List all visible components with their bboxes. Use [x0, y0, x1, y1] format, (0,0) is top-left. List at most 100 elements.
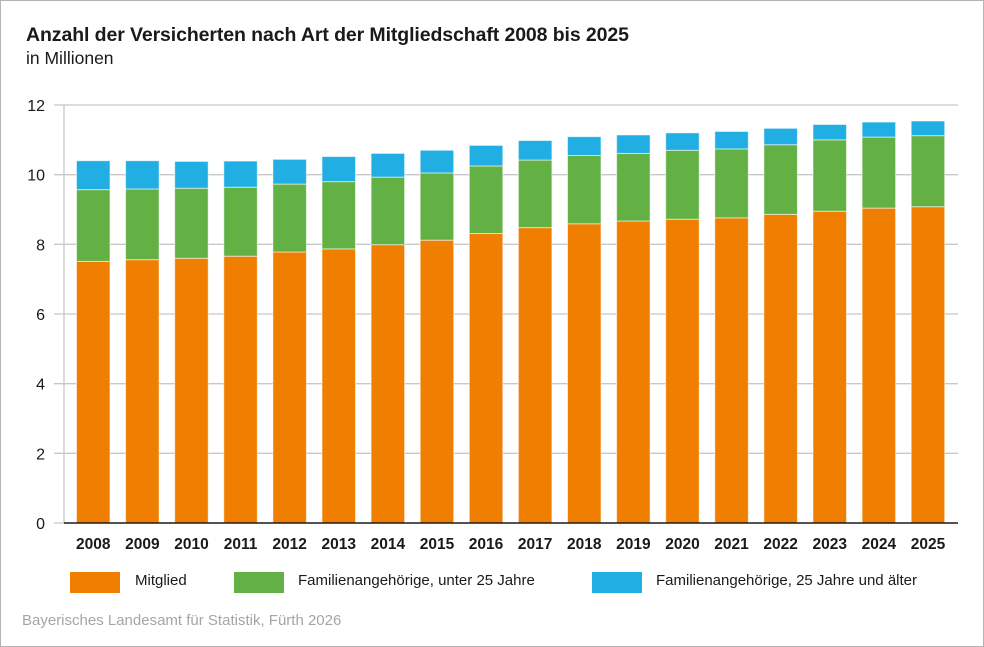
bar-segment-familie-25-plus-2021	[714, 130, 749, 150]
bar-group-2020	[665, 132, 700, 524]
y-tick-label: 6	[36, 307, 45, 324]
x-tick-label-2012: 2012	[272, 536, 306, 553]
legend-label-mitglied: Mitglied	[135, 572, 187, 589]
bar-segment-mitglied-2013	[321, 248, 356, 524]
bar-group-2010	[174, 160, 209, 524]
x-tick-label-2018: 2018	[567, 536, 602, 553]
bar-segment-familie-25-plus-2011	[223, 160, 258, 188]
x-tick-label-2011: 2011	[224, 536, 258, 553]
bar-group-2023	[812, 124, 847, 524]
bar-group-2021	[714, 130, 749, 524]
x-tick-label-2008: 2008	[76, 536, 111, 553]
bar-segment-familie-25-plus-2013	[321, 156, 356, 183]
legend-item-familie-25-plus	[592, 570, 642, 594]
bar-segment-familie-25-plus-2016	[468, 144, 504, 167]
x-tick-label-2009: 2009	[125, 536, 160, 553]
bar-segment-familie-unter-25-2010	[174, 187, 209, 259]
bar-segment-mitglied-2023	[812, 210, 847, 524]
bar-segment-mitglied-2017	[517, 227, 553, 524]
bar-segment-mitglied-2025	[910, 206, 946, 524]
bar-segment-familie-25-plus-2015	[419, 149, 455, 174]
y-tick-label: 0	[36, 516, 45, 533]
bar-segment-familie-unter-25-2020	[665, 149, 700, 220]
x-tick-label-2022: 2022	[763, 536, 797, 553]
x-tick-label-2015: 2015	[420, 536, 455, 553]
bar-group-2011	[223, 160, 258, 524]
bar-segment-mitglied-2014	[370, 244, 406, 524]
legend-label-familie-25-plus: Familienangehörige, 25 Jahre und älter	[656, 572, 917, 589]
x-axis-tick-labels: 2008 2009 2010 2011 2012 2013 2014 2015 2016 2017…	[76, 536, 946, 553]
bar-group-2018	[567, 136, 602, 524]
bar-segment-mitglied-2011	[223, 255, 258, 524]
bar-segment-familie-25-plus-2019	[616, 134, 651, 154]
legend-item-familie-unter-25	[234, 570, 284, 594]
bar-segment-mitglied-2021	[714, 217, 749, 524]
bar-segment-familie-25-plus-2020	[665, 132, 700, 151]
bar-segment-familie-unter-25-2021	[714, 148, 749, 219]
x-tick-label-2021: 2021	[714, 536, 749, 553]
y-tick-label: 2	[36, 446, 45, 463]
bar-segment-familie-25-plus-2009	[125, 160, 160, 190]
bar-group-2008	[76, 160, 111, 524]
bar-group-2012	[272, 158, 307, 524]
bar-segment-familie-25-plus-2023	[812, 124, 847, 141]
bar-group-2016	[468, 144, 504, 524]
bar-segment-familie-25-plus-2018	[567, 136, 602, 157]
bar-segment-familie-unter-25-2017	[517, 159, 553, 229]
bar-group-2017	[517, 140, 553, 524]
bar-segment-mitglied-2012	[272, 251, 307, 524]
x-tick-label-2023: 2023	[813, 536, 848, 553]
bar-segment-familie-unter-25-2008	[76, 189, 111, 262]
bar-group-2015	[419, 149, 455, 524]
x-tick-label-2020: 2020	[665, 536, 699, 553]
bar-segment-familie-unter-25-2016	[468, 165, 504, 235]
y-tick-label: 10	[27, 168, 45, 185]
legend-swatch-familie-25-plus	[592, 571, 642, 593]
bar-segment-mitglied-2008	[76, 260, 111, 524]
bar-segment-mitglied-2015	[419, 239, 455, 524]
bar-segment-familie-unter-25-2013	[321, 181, 356, 250]
x-tick-label-2016: 2016	[469, 536, 504, 553]
x-tick-label-2013: 2013	[322, 536, 357, 553]
bar-segment-mitglied-2019	[616, 220, 651, 524]
bar-segment-familie-25-plus-2014	[370, 152, 406, 178]
bars	[76, 120, 946, 524]
legend: Mitglied Familienangehörige, unter 25 Ja…	[0, 570, 984, 594]
bar-segment-familie-unter-25-2015	[419, 172, 455, 241]
bar-group-2022	[763, 127, 798, 524]
bar-segment-familie-25-plus-2022	[763, 127, 798, 146]
bar-segment-familie-unter-25-2012	[272, 183, 307, 253]
y-tick-label: 12	[27, 98, 45, 115]
legend-swatch-familie-unter-25	[234, 571, 284, 593]
bar-segment-familie-unter-25-2024	[861, 136, 897, 209]
y-axis-tick-labels: 0 2 4 6 8 10 12	[27, 98, 45, 533]
bar-segment-familie-unter-25-2022	[763, 144, 798, 215]
legend-swatch-mitglied	[70, 571, 120, 593]
chart-title: Anzahl der Versicherten nach Art der Mit…	[26, 24, 629, 46]
bar-segment-mitglied-2016	[468, 233, 504, 524]
bar-segment-familie-25-plus-2024	[861, 121, 897, 138]
x-tick-label-2014: 2014	[371, 536, 406, 553]
chart-subtitle: in Millionen	[26, 48, 114, 68]
bar-segment-familie-unter-25-2023	[812, 139, 847, 212]
bar-segment-mitglied-2010	[174, 257, 209, 524]
x-tick-label-2017: 2017	[518, 536, 552, 553]
x-tick-label-2019: 2019	[616, 536, 651, 553]
bar-segment-familie-25-plus-2008	[76, 160, 111, 191]
bar-group-2025	[910, 120, 946, 524]
bar-segment-mitglied-2018	[567, 223, 602, 524]
bar-segment-mitglied-2024	[861, 207, 897, 524]
x-tick-label-2025: 2025	[911, 536, 946, 553]
bar-group-2009	[125, 160, 160, 524]
x-tick-label-2010: 2010	[174, 536, 208, 553]
bar-segment-familie-unter-25-2018	[567, 155, 602, 225]
bar-segment-familie-25-plus-2010	[174, 160, 209, 189]
bar-segment-familie-unter-25-2011	[223, 186, 258, 257]
bar-segment-familie-unter-25-2019	[616, 152, 651, 222]
legend-item-mitglied	[70, 570, 120, 594]
bar-segment-familie-25-plus-2017	[517, 140, 553, 161]
bar-segment-familie-25-plus-2012	[272, 158, 307, 185]
y-tick-label: 8	[36, 237, 45, 254]
bar-segment-familie-25-plus-2025	[910, 120, 946, 137]
